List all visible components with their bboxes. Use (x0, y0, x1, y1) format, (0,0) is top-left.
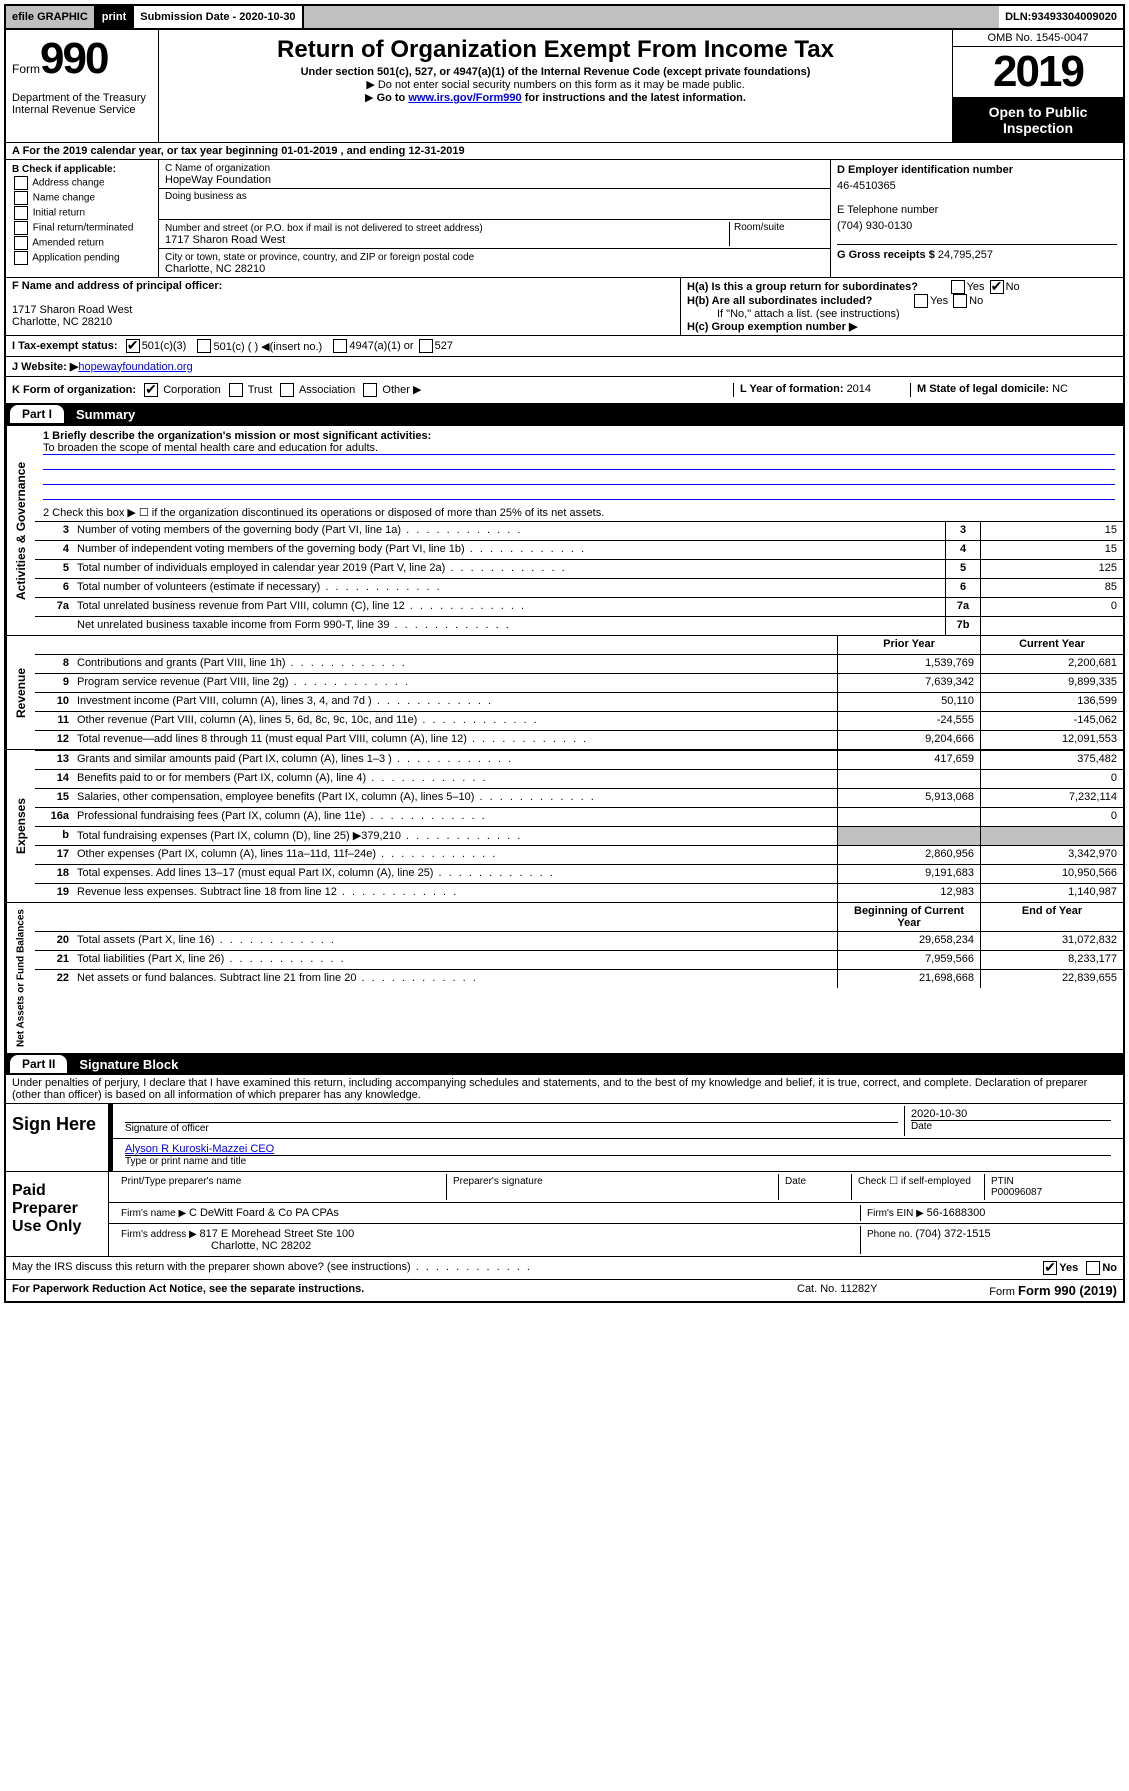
summary-rev: Revenue Prior YearCurrent Year 8Contribu… (6, 635, 1123, 749)
box-f: F Name and address of principal officer:… (6, 278, 681, 335)
chk-address-change[interactable]: Address change (12, 176, 152, 190)
open-public-badge: Open to Public Inspection (953, 98, 1123, 142)
form-title: Return of Organization Exempt From Incom… (167, 36, 944, 64)
part-2-header: Part IISignature Block (6, 1053, 1123, 1075)
omb-number: OMB No. 1545-0047 (953, 30, 1123, 47)
submission-date: Submission Date - 2020-10-30 (134, 6, 303, 28)
form-container: Form990 Department of the Treasury Inter… (4, 30, 1125, 1303)
box-d-e-g: D Employer identification number 46-4510… (830, 160, 1123, 277)
box-h: H(a) Is this a group return for subordin… (681, 278, 1123, 335)
officer-name-link[interactable]: Alyson R Kuroski-Mazzei CEO (125, 1143, 274, 1155)
part-1-header: Part ISummary (6, 403, 1123, 425)
print-button[interactable]: print (96, 6, 134, 28)
irs-link[interactable]: www.irs.gov/Form990 (408, 92, 521, 104)
summary-exp: Expenses 13Grants and similar amounts pa… (6, 749, 1123, 902)
chk-initial-return[interactable]: Initial return (12, 206, 152, 220)
paid-preparer-block: Paid Preparer Use Only Print/Type prepar… (6, 1171, 1123, 1256)
org-name-row: C Name of organizationHopeWay Foundation (159, 160, 830, 189)
dept-treasury: Department of the Treasury Internal Reve… (12, 84, 152, 116)
top-toolbar: efile GRAPHIC print Submission Date - 20… (4, 4, 1125, 30)
subtitle-1: Under section 501(c), 527, or 4947(a)(1)… (167, 66, 944, 78)
tax-year: 2019 (953, 47, 1123, 98)
perjury-text: Under penalties of perjury, I declare th… (6, 1075, 1123, 1103)
chk-amended[interactable]: Amended return (12, 236, 152, 250)
chk-name-change[interactable]: Name change (12, 191, 152, 205)
row-j: J Website: ▶ hopewayfoundation.org (6, 356, 1123, 376)
subtitle-2: Do not enter social security numbers on … (167, 78, 944, 91)
form-number-box: Form990 Department of the Treasury Inter… (6, 30, 159, 142)
box-b: B Check if applicable: Address change Na… (6, 160, 159, 277)
header-right: OMB No. 1545-0047 2019 Open to Public In… (952, 30, 1123, 142)
line-a: A For the 2019 calendar year, or tax yea… (6, 142, 1123, 159)
efile-label: efile GRAPHIC (6, 6, 96, 28)
dln: DLN: 93493304009020 (999, 6, 1123, 28)
row-klm: K Form of organization: Corporation Trus… (6, 376, 1123, 403)
header-title-area: Return of Organization Exempt From Incom… (159, 30, 952, 142)
footer: For Paperwork Reduction Act Notice, see … (6, 1279, 1123, 1301)
subtitle-3: Go to www.irs.gov/Form990 for instructio… (167, 91, 944, 104)
website-link[interactable]: hopewayfoundation.org (78, 361, 192, 373)
chk-501c3[interactable] (126, 339, 140, 353)
chk-application-pending[interactable]: Application pending (12, 251, 152, 265)
summary-net: Net Assets or Fund Balances Beginning of… (6, 902, 1123, 1053)
summary-ag: Activities & Governance 1 Briefly descri… (6, 425, 1123, 635)
city-row: City or town, state or province, country… (159, 249, 830, 277)
chk-final-return[interactable]: Final return/terminated (12, 221, 152, 235)
sign-here-block: Sign Here Signature of officer 2020-10-3… (6, 1103, 1123, 1171)
discuss-row: May the IRS discuss this return with the… (6, 1256, 1123, 1279)
address-row: Number and street (or P.O. box if mail i… (159, 220, 830, 249)
row-i: I Tax-exempt status: 501(c)(3) 501(c) ( … (6, 335, 1123, 356)
dba-label: Doing business as (165, 191, 247, 217)
